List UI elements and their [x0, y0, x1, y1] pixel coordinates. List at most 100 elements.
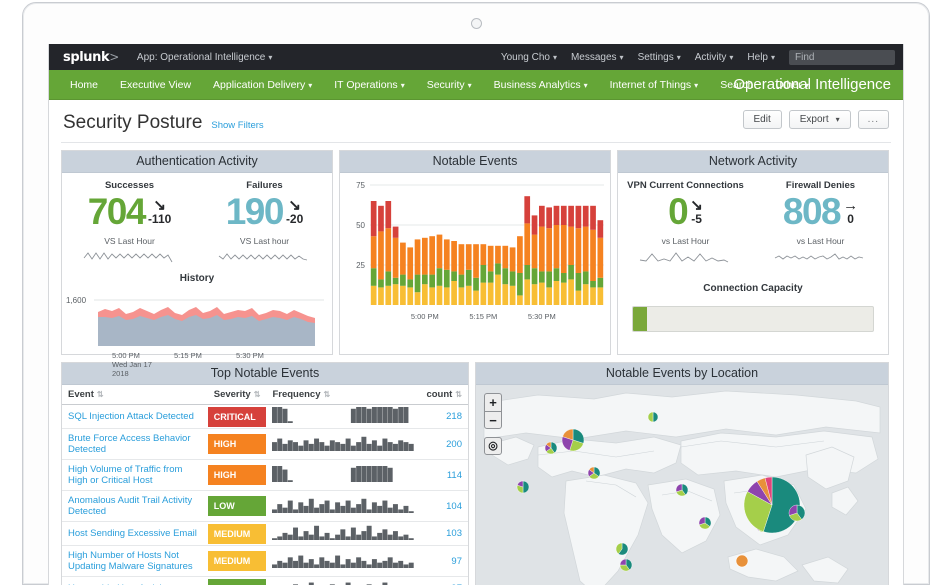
export-button[interactable]: Export ▾ [788, 110, 851, 129]
show-filters-link[interactable]: Show Filters [211, 120, 264, 131]
kpi-vpn-value: 0 [668, 191, 689, 232]
kpi-successes[interactable]: Successes 704 ↘ -110 VS Last Hour [62, 173, 197, 269]
topbar-item-help[interactable]: Help ▾ [747, 52, 775, 63]
cell-count[interactable]: 200 [420, 428, 468, 460]
topbar-messages-label: Messages [570, 51, 617, 63]
map-zoom-in-button[interactable]: + [484, 393, 502, 411]
nav-item-executive-view[interactable]: Executive View [109, 79, 202, 91]
panel-title-authentication: Authentication Activity [62, 151, 332, 173]
world-map-svg [476, 385, 888, 585]
table-row[interactable]: Host Sending Excessive Email MEDIUM 103 [62, 521, 468, 546]
svg-text:5:00 PM: 5:00 PM [411, 312, 439, 321]
topbar-item-activity[interactable]: Activity ▾ [695, 52, 734, 63]
nav-item-home[interactable]: Home [59, 79, 109, 91]
history-xtick-0: 5:00 PM [112, 351, 140, 360]
nav-item-security[interactable]: Security ▾ [416, 79, 483, 91]
nav-item-internet-of-things[interactable]: Internet of Things ▾ [599, 79, 710, 91]
column-header-event[interactable]: Event ⇅ [62, 385, 208, 405]
table-row[interactable]: Brute Force Access Behavior Detected HIGH… [62, 428, 468, 460]
nav-label: Home [70, 78, 99, 91]
topbar-item-messages[interactable]: Messages ▾ [571, 52, 624, 63]
column-label-frequency: Frequency [272, 389, 321, 400]
table-row[interactable]: SQL Injection Attack Detected CRITICAL 218 [62, 404, 468, 429]
nav-item-application-delivery[interactable]: Application Delivery ▾ [202, 79, 323, 91]
cell-severity: LOW [207, 490, 267, 522]
cell-frequency [266, 521, 421, 546]
edit-button[interactable]: Edit [742, 110, 782, 129]
kpi-firewall-denies[interactable]: Firewall Denies 808 → 0 vs Last Hour [753, 173, 888, 269]
cell-frequency [266, 428, 421, 460]
device-camera [471, 18, 482, 29]
kpi-vpn-connections[interactable]: VPN Current Connections 0 ↘ -5 vs Last H… [618, 173, 753, 269]
panel-notable-events-by-location: Notable Events by Location [475, 362, 889, 585]
panel-authentication-activity: Authentication Activity Successes 704 ↘ … [61, 150, 333, 376]
column-header-frequency[interactable]: Frequency ⇅ [266, 385, 421, 405]
nav-label: Internet of Things [609, 78, 692, 91]
chevron-down-icon: ▾ [694, 80, 699, 90]
event-link[interactable]: SQL Injection Attack Detected [68, 411, 194, 422]
sort-icon: ⇅ [96, 390, 104, 399]
table-row[interactable]: High Number of Hosts Not Updating Malwar… [62, 545, 468, 577]
kpi-firewall-value: 808 [782, 191, 842, 232]
splunk-logo[interactable]: splunk> [63, 50, 119, 65]
chevron-down-icon: ▾ [308, 80, 313, 90]
cell-count[interactable]: 114 [420, 459, 468, 491]
find-input[interactable] [789, 49, 895, 65]
cell-count[interactable]: 104 [420, 490, 468, 522]
map-locate-button[interactable]: ◎ [484, 437, 502, 455]
cell-frequency [266, 404, 421, 429]
cell-count[interactable]: 97 [420, 576, 468, 585]
panel-title-map: Notable Events by Location [476, 363, 888, 385]
map-canvas[interactable]: + − ◎ [476, 385, 888, 585]
event-link[interactable]: High Number of Hosts Not Updating Malwar… [68, 550, 193, 572]
event-link[interactable]: Anomalous Audit Trail Activity Detected [68, 495, 193, 517]
cell-event: Brute Force Access Behavior Detected [62, 428, 208, 460]
main-navigation: Home Executive View Application Delivery… [49, 70, 903, 100]
topbar-item-user[interactable]: Young Cho ▾ [501, 52, 557, 63]
kpi-failures-value-row: 190 ↘ -20 [197, 193, 332, 230]
event-link[interactable]: Unroutable Host Activity [68, 583, 169, 585]
arrow-right-icon: → [843, 197, 859, 214]
event-link[interactable]: High Volume of Traffic from High or Crit… [68, 464, 183, 486]
frequency-sparkline [272, 498, 415, 513]
event-link[interactable]: Host Sending Excessive Email [68, 528, 197, 539]
topbar-user-label: Young Cho [500, 51, 550, 63]
cell-event: Unroutable Host Activity [62, 576, 208, 585]
column-label-severity: Severity [213, 389, 251, 400]
table-row[interactable]: High Volume of Traffic from High or Crit… [62, 459, 468, 491]
nav-item-business-analytics[interactable]: Business Analytics ▾ [483, 79, 599, 91]
kpi-failures-label: Failures [246, 180, 283, 191]
kpi-successes-delta: ↘ -110 [148, 198, 171, 225]
app-selector[interactable]: App: Operational Intelligence ▾ [137, 52, 272, 63]
cell-count[interactable]: 103 [420, 521, 468, 546]
kpi-firewall-delta-value: 0 [847, 212, 854, 226]
column-header-count[interactable]: count ⇅ [420, 385, 468, 405]
chevron-down-icon: ▾ [619, 52, 624, 62]
nav-item-search[interactable]: Search [709, 79, 764, 91]
cell-count[interactable]: 97 [420, 545, 468, 577]
table-row[interactable]: Anomalous Audit Trail Activity Detected L… [62, 490, 468, 522]
column-header-severity[interactable]: Severity ⇅ [207, 385, 267, 405]
cell-count[interactable]: 218 [420, 404, 468, 429]
cell-frequency [266, 545, 421, 577]
kpi-failures[interactable]: Failures 190 ↘ -20 VS Last hour [197, 173, 332, 269]
table-row[interactable]: Unroutable Host Activity LOW 97 [62, 576, 468, 585]
kpi-failures-delta-value: -20 [285, 212, 304, 226]
kpi-firewall-value-row: 808 → 0 [753, 193, 888, 230]
severity-badge: CRITICAL [207, 406, 267, 427]
cell-frequency [266, 576, 421, 585]
event-link[interactable]: Brute Force Access Behavior Detected [68, 433, 191, 455]
kpi-successes-value: 704 [87, 191, 147, 232]
nav-label: IT Operations [334, 78, 398, 91]
frequency-sparkline [272, 436, 415, 451]
kpi-failures-value: 190 [225, 191, 285, 232]
kpi-vpn-sub: vs Last Hour [661, 236, 710, 246]
history-y-label: 1,600 [66, 296, 87, 305]
map-zoom-out-button[interactable]: − [484, 411, 502, 429]
panel-title-top-notable-events: Top Notable Events [62, 363, 468, 385]
nav-item-other[interactable]: Other ▾ [764, 79, 819, 91]
more-options-button[interactable]: ... [857, 110, 889, 129]
nav-item-it-operations[interactable]: IT Operations ▾ [323, 79, 415, 91]
topbar-item-settings[interactable]: Settings ▾ [638, 52, 681, 63]
